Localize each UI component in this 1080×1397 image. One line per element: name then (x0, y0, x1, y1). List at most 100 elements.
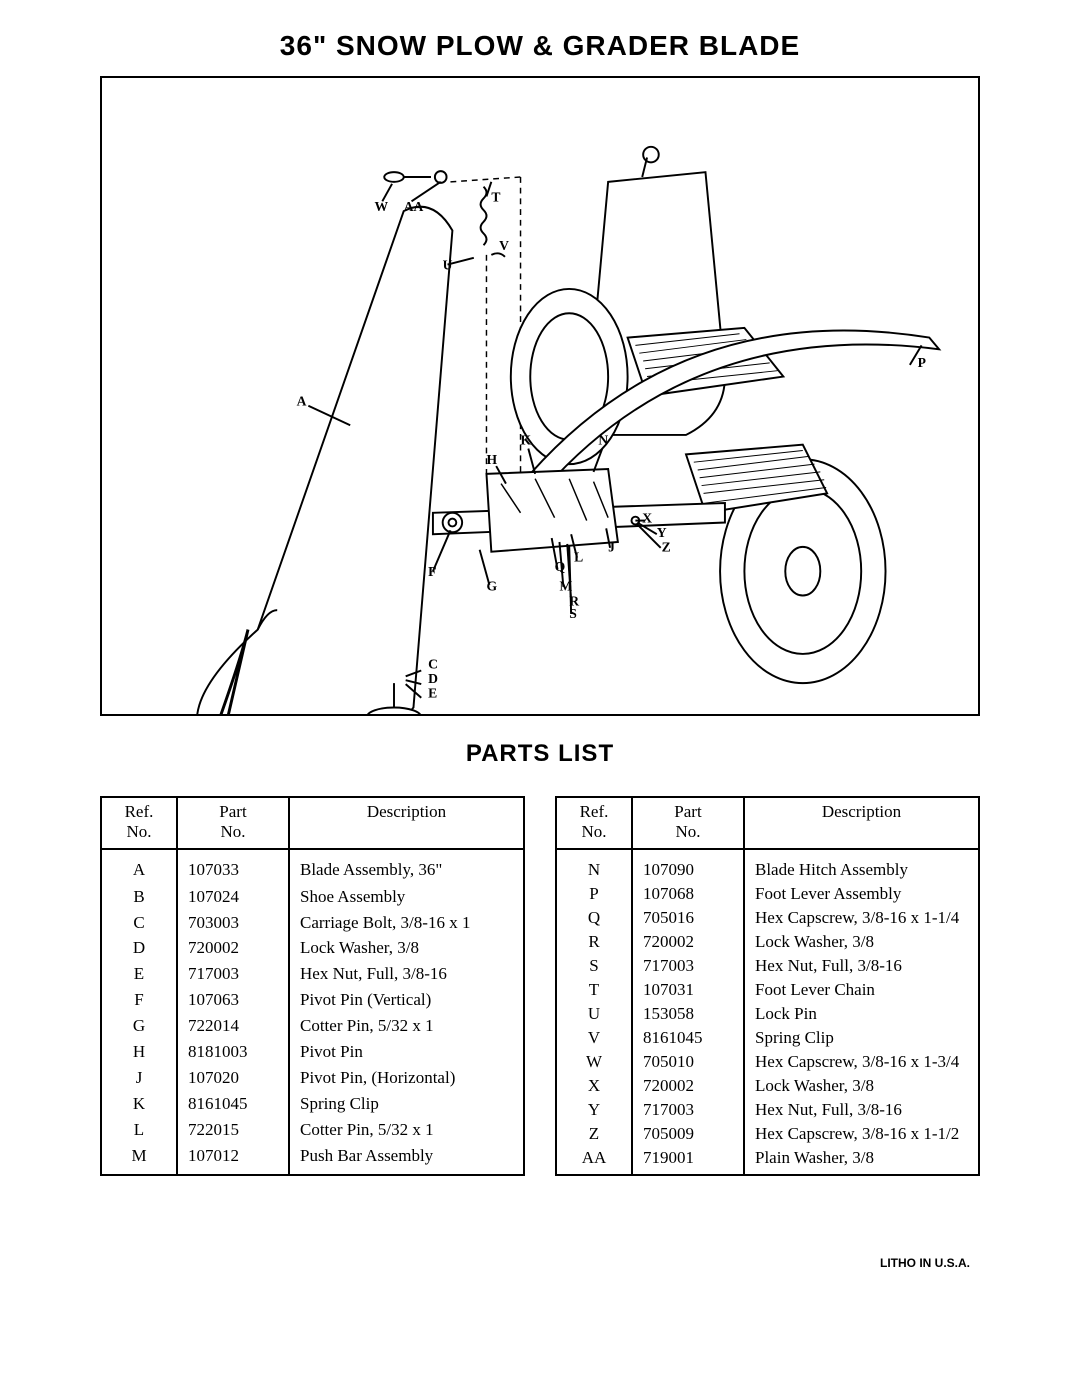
cell-ref: N (556, 849, 632, 882)
cell-ref: F (101, 988, 177, 1014)
cell-desc: Lock Washer, 3/8 (289, 936, 524, 962)
cell-desc: Push Bar Assembly (289, 1144, 524, 1175)
cell-part: 722014 (177, 1014, 289, 1040)
cell-part: 107031 (632, 978, 744, 1002)
cell-ref: S (556, 954, 632, 978)
diagram-callout-s: S (569, 606, 577, 621)
table-row: W705010Hex Capscrew, 3/8-16 x 1-3/4 (556, 1050, 979, 1074)
table-row: Y717003Hex Nut, Full, 3/8-16 (556, 1098, 979, 1122)
table-row: L722015Cotter Pin, 5/32 x 1 (101, 1118, 524, 1144)
cell-desc: Shoe Assembly (289, 885, 524, 911)
cell-ref: J (101, 1066, 177, 1092)
cell-ref: Z (556, 1122, 632, 1146)
cell-part: 107090 (632, 849, 744, 882)
table-row: A107033Blade Assembly, 36" (101, 849, 524, 885)
diagram-callout-z: Z (662, 540, 671, 555)
cell-desc: Hex Capscrew, 3/8-16 x 1-1/4 (744, 906, 979, 930)
cell-part: 720002 (632, 930, 744, 954)
cell-desc: Spring Clip (289, 1092, 524, 1118)
cell-ref: Y (556, 1098, 632, 1122)
cell-desc: Spring Clip (744, 1026, 979, 1050)
cell-desc: Hex Nut, Full, 3/8-16 (289, 962, 524, 988)
cell-ref: W (556, 1050, 632, 1074)
diagram-callout-f: F (428, 564, 436, 579)
cell-part: 717003 (632, 1098, 744, 1122)
cell-ref: B (101, 885, 177, 911)
cell-ref: M (101, 1144, 177, 1175)
cell-part: 717003 (177, 962, 289, 988)
table-row: J107020Pivot Pin, (Horizontal) (101, 1066, 524, 1092)
diagram-callout-n: N (598, 433, 608, 448)
cell-part: 719001 (632, 1146, 744, 1175)
diagram-callout-e: E (428, 686, 437, 701)
cell-part: 8181003 (177, 1040, 289, 1066)
table-row: S717003Hex Nut, Full, 3/8-16 (556, 954, 979, 978)
cell-part: 8161045 (632, 1026, 744, 1050)
diagram-callout-g: G (486, 579, 497, 594)
cell-desc: Lock Pin (744, 1002, 979, 1026)
diagram-svg: AWAATVUPKNHXYZJLQMRSFGCDEB (102, 78, 978, 714)
exploded-diagram: AWAATVUPKNHXYZJLQMRSFGCDEB (100, 76, 980, 716)
cell-ref: R (556, 930, 632, 954)
table-row: R720002Lock Washer, 3/8 (556, 930, 979, 954)
cell-part: 107063 (177, 988, 289, 1014)
table-row: K8161045Spring Clip (101, 1092, 524, 1118)
cell-ref: X (556, 1074, 632, 1098)
diagram-callout-x: X (642, 511, 652, 526)
table-row: F107063Pivot Pin (Vertical) (101, 988, 524, 1014)
cell-part: 720002 (177, 936, 289, 962)
diagram-callout-a: A (297, 394, 307, 409)
cell-desc: Foot Lever Assembly (744, 882, 979, 906)
diagram-callout-p: P (918, 355, 926, 370)
cell-ref: K (101, 1092, 177, 1118)
cell-desc: Blade Hitch Assembly (744, 849, 979, 882)
cell-desc: Hex Capscrew, 3/8-16 x 1-1/2 (744, 1122, 979, 1146)
cell-desc: Pivot Pin (Vertical) (289, 988, 524, 1014)
table-row: Q705016Hex Capscrew, 3/8-16 x 1-1/4 (556, 906, 979, 930)
cell-part: 705010 (632, 1050, 744, 1074)
diagram-callout-j: J (608, 540, 615, 555)
table-row: X720002Lock Washer, 3/8 (556, 1074, 979, 1098)
cell-desc: Lock Washer, 3/8 (744, 1074, 979, 1098)
table-row: T107031Foot Lever Chain (556, 978, 979, 1002)
page-title: 36" SNOW PLOW & GRADER BLADE (100, 30, 980, 62)
diagram-callout-y: Y (657, 525, 667, 540)
section-title: PARTS LIST (100, 740, 980, 768)
cell-part: 720002 (632, 1074, 744, 1098)
cell-desc: Cotter Pin, 5/32 x 1 (289, 1014, 524, 1040)
diagram-callout-c: C (428, 657, 438, 672)
diagram-callout-m: M (559, 579, 572, 594)
table-row: E717003Hex Nut, Full, 3/8-16 (101, 962, 524, 988)
diagram-callout-q: Q (555, 559, 566, 574)
cell-part: 107020 (177, 1066, 289, 1092)
cell-part: 717003 (632, 954, 744, 978)
cell-part: 703003 (177, 911, 289, 937)
cell-part: 722015 (177, 1118, 289, 1144)
table-row: V8161045Spring Clip (556, 1026, 979, 1050)
parts-tables: Ref.No. PartNo. Description A107033Blade… (100, 796, 980, 1176)
cell-ref: P (556, 882, 632, 906)
parts-table-left: Ref.No. PartNo. Description A107033Blade… (100, 796, 525, 1176)
cell-desc: Hex Nut, Full, 3/8-16 (744, 1098, 979, 1122)
col-header-part: PartNo. (177, 797, 289, 849)
cell-desc: Foot Lever Chain (744, 978, 979, 1002)
diagram-callout-h: H (486, 452, 497, 467)
cell-ref: T (556, 978, 632, 1002)
diagram-callout-u: U (443, 257, 453, 272)
col-header-desc: Description (744, 797, 979, 849)
table-row: D720002Lock Washer, 3/8 (101, 936, 524, 962)
cell-part: 705016 (632, 906, 744, 930)
parts-table-right: Ref.No. PartNo. Description N107090Blade… (555, 796, 980, 1176)
cell-part: 153058 (632, 1002, 744, 1026)
table-row: H8181003Pivot Pin (101, 1040, 524, 1066)
table-row: M107012Push Bar Assembly (101, 1144, 524, 1175)
cell-desc: Lock Washer, 3/8 (744, 930, 979, 954)
diagram-callout-d: D (428, 671, 438, 686)
cell-part: 705009 (632, 1122, 744, 1146)
cell-part: 107024 (177, 885, 289, 911)
cell-desc: Pivot Pin (289, 1040, 524, 1066)
table-row: AA719001Plain Washer, 3/8 (556, 1146, 979, 1175)
diagram-callout-w: W (375, 199, 389, 214)
cell-desc: Pivot Pin, (Horizontal) (289, 1066, 524, 1092)
table-row: G722014Cotter Pin, 5/32 x 1 (101, 1014, 524, 1040)
